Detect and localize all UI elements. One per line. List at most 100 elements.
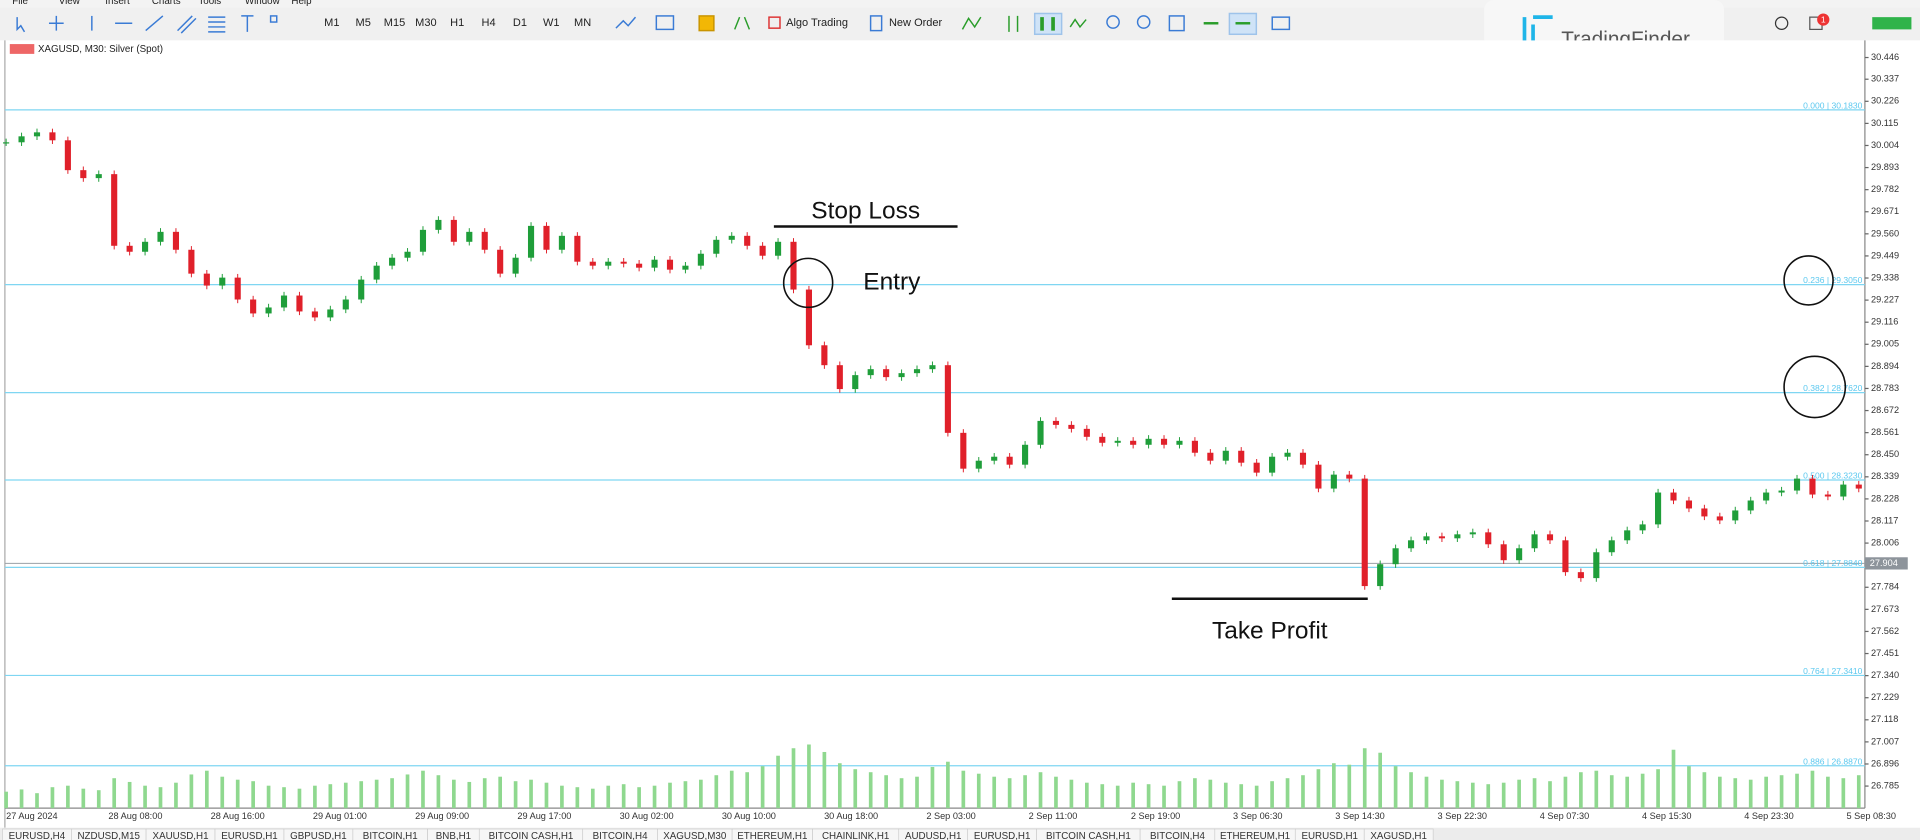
current-price-label: 27.904	[1870, 558, 1898, 568]
menu-item[interactable]: Window	[245, 0, 281, 7]
volume-bar	[1609, 775, 1614, 809]
price-tick-label: 26.785	[1871, 780, 1899, 790]
volume-bar	[729, 770, 734, 809]
timeframe-button[interactable]: D1	[513, 17, 527, 29]
fibo-icon[interactable]	[208, 16, 226, 33]
tab-label[interactable]: GBPUSD,H1	[290, 831, 347, 840]
screenshot-icon[interactable]	[1271, 16, 1291, 31]
trendline-icon[interactable]	[145, 15, 164, 32]
menu-item[interactable]: Charts	[152, 0, 181, 7]
tab-label[interactable]: XAGUSD,M30	[663, 831, 727, 840]
volumes	[4, 744, 1861, 809]
zoom-out-icon[interactable]	[1136, 15, 1151, 29]
tab-label[interactable]: BITCOIN,H4	[1150, 831, 1205, 840]
candle	[142, 241, 149, 252]
tab-label[interactable]: NZDUSD,M15	[77, 831, 140, 840]
timeframe-button[interactable]: MN	[574, 17, 591, 29]
bars-icon[interactable]	[1008, 15, 1019, 32]
volume-bar	[1115, 785, 1120, 809]
tab-label[interactable]: EURUSD,H4	[9, 831, 66, 840]
volume-bar	[1764, 776, 1768, 809]
new-order-icon[interactable]	[869, 15, 883, 32]
tab-label[interactable]: EURUSD,H1	[974, 831, 1031, 840]
candle	[3, 142, 10, 144]
volume-bar	[220, 776, 225, 809]
chart-type-icon[interactable]	[615, 16, 637, 29]
candles-active[interactable]	[1033, 12, 1063, 36]
menu-item[interactable]: File	[12, 0, 28, 7]
candle	[836, 365, 843, 390]
tab-label[interactable]: XAGUSD,H1	[1370, 831, 1427, 840]
tab-label[interactable]: CHAINLINK,H1	[822, 831, 889, 840]
tab-label[interactable]: EURUSD,H1	[221, 831, 278, 840]
line-icon[interactable]	[1069, 18, 1087, 29]
tab-label[interactable]: EURUSD,H1	[1301, 831, 1358, 840]
candle	[1022, 444, 1029, 465]
timeframe-button[interactable]: W1	[543, 17, 560, 29]
depth-icon[interactable]	[734, 16, 751, 30]
candle	[620, 261, 627, 264]
volume-bar	[1177, 781, 1182, 809]
menu-item[interactable]: Insert	[105, 0, 130, 7]
volume-bar	[1007, 778, 1012, 809]
timeframe-button[interactable]: H1	[450, 17, 464, 29]
timeframe-button[interactable]: M15	[384, 17, 405, 29]
timeframe-button[interactable]: M30	[415, 17, 436, 29]
candles-icon[interactable]	[1040, 17, 1055, 31]
new-order[interactable]: New Order	[889, 17, 943, 29]
menu-item[interactable]: Help	[291, 0, 312, 7]
shapes-icon[interactable]	[269, 15, 278, 23]
candle	[219, 277, 226, 286]
volume-bar	[1733, 778, 1738, 809]
price-tick-label: 28.672	[1871, 405, 1899, 415]
crosshair-icon[interactable]	[48, 15, 64, 31]
text-icon[interactable]	[241, 15, 254, 32]
search-icon[interactable]	[1774, 16, 1789, 30]
cursor-icon[interactable]	[16, 17, 26, 33]
tab-label[interactable]: ETHEREUM,H1	[1220, 831, 1290, 840]
volume-bar	[421, 770, 425, 809]
volume-bar	[251, 781, 255, 809]
candle	[18, 136, 25, 143]
price-tick-label: 27.451	[1871, 648, 1899, 658]
menu-items: File View Insert Charts Tools Window Help	[12, 0, 312, 7]
candle	[1500, 544, 1507, 561]
candle	[867, 369, 874, 376]
fib-circle	[1783, 355, 1847, 419]
price-tick-label: 27.562	[1871, 626, 1899, 636]
timeframe-button[interactable]: H4	[482, 17, 496, 29]
timeframe-button[interactable]: M1	[324, 17, 339, 29]
zoom-in-icon[interactable]	[1106, 15, 1120, 29]
menu-item[interactable]: Tools	[198, 0, 221, 7]
tab-label[interactable]: BITCOIN CASH,H1	[489, 831, 574, 840]
candle	[373, 265, 380, 280]
annotations	[773, 225, 1847, 600]
template-icon[interactable]	[655, 15, 675, 31]
time-label: 4 Sep 07:30	[1540, 811, 1589, 821]
script-icon[interactable]	[698, 15, 715, 32]
tile-icon[interactable]	[1168, 15, 1185, 32]
menu-item[interactable]: View	[59, 0, 81, 7]
tab-label[interactable]: BITCOIN,H4	[593, 831, 648, 840]
candle	[1469, 532, 1476, 535]
tab[interactable]	[1363, 828, 1434, 840]
tab-label[interactable]: BITCOIN CASH,H1	[1046, 831, 1131, 840]
channel-icon[interactable]	[177, 15, 197, 34]
time-label: 30 Aug 10:00	[722, 811, 776, 821]
volume-bar	[1131, 782, 1135, 809]
volume-bar	[498, 776, 502, 809]
candle	[1253, 462, 1260, 473]
timeframe-button[interactable]: M5	[356, 17, 371, 29]
tab-label[interactable]: BITCOIN,H1	[363, 831, 418, 840]
tab-label[interactable]: BNB,H1	[436, 831, 471, 840]
price-tick-label: 28.117	[1871, 515, 1898, 525]
tab-label[interactable]: ETHEREUM,H1	[737, 831, 807, 840]
indicator-icon[interactable]	[961, 16, 982, 30]
candle	[419, 229, 427, 252]
algo-trading[interactable]: Algo Trading	[786, 17, 848, 29]
algo-icon[interactable]	[768, 16, 781, 29]
candle	[1160, 438, 1168, 445]
tab-label[interactable]: XAUUSD,H1	[153, 831, 209, 840]
candle	[234, 277, 241, 300]
tab-label[interactable]: AUDUSD,H1	[905, 831, 962, 840]
